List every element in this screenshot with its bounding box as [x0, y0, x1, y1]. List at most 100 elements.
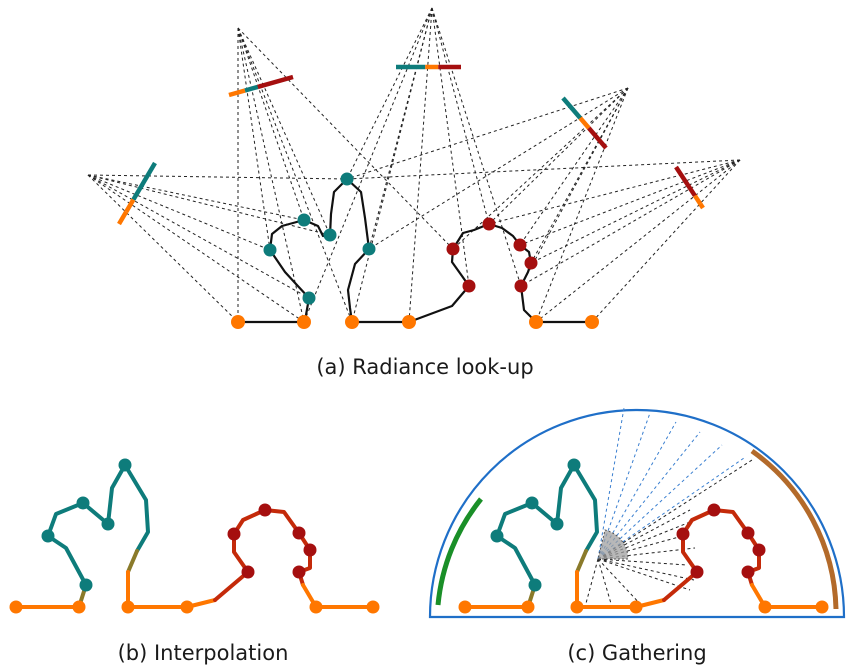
point-orange	[121, 600, 135, 614]
gathered-curve	[463, 463, 824, 609]
c-base-middle	[575, 570, 666, 609]
point-orange	[309, 600, 323, 614]
ray-camera-top-o4	[408, 7, 433, 323]
point-teal	[550, 517, 564, 531]
ray-camera-right-o5	[535, 159, 741, 323]
c-blend-mid	[575, 549, 588, 574]
ray-camera-left-t2	[87, 174, 271, 251]
sample-points	[231, 172, 599, 329]
geometry-polyline	[236, 177, 594, 324]
panel-radiance-lookup	[87, 7, 741, 329]
gather-ray-2	[597, 521, 691, 560]
point-teal	[41, 529, 55, 543]
point-teal	[297, 213, 311, 227]
ray-camera-top-left-r2	[237, 27, 454, 250]
point-orange	[402, 315, 416, 329]
point-red	[303, 543, 317, 557]
ray-camera-top-right-t5	[346, 87, 629, 180]
ray-camera-top-right-r3	[488, 87, 629, 225]
ray-camera-top-left-t4	[237, 27, 331, 236]
ray-camera-top-r3	[431, 7, 490, 225]
ray-camera-top-right-t6	[368, 87, 629, 250]
b-teal-segment	[46, 463, 150, 587]
ray-camera-right-r3	[488, 159, 741, 225]
ray-camera-top-r1	[431, 7, 470, 287]
point-orange	[521, 600, 535, 614]
point-red	[241, 565, 255, 579]
point-red	[292, 526, 306, 540]
point-teal	[101, 517, 115, 531]
camera-top-right-bar-b	[578, 116, 591, 130]
point-orange	[629, 600, 643, 614]
camera-left-bar-a	[131, 161, 157, 201]
ray-camera-top-right-r4	[519, 87, 629, 246]
ray-camera-top-r6	[431, 7, 522, 287]
point-red	[227, 527, 241, 541]
b-red-segment	[213, 508, 312, 602]
point-orange	[297, 315, 311, 329]
interpolated-curve	[14, 463, 375, 609]
point-teal	[340, 172, 354, 186]
ray-camera-top-left-o2	[237, 27, 305, 323]
point-red	[752, 543, 766, 557]
point-orange	[758, 600, 772, 614]
caption-gathering: (c) Gathering	[567, 641, 706, 665]
point-teal	[76, 496, 90, 510]
b-blend-mid	[126, 549, 139, 574]
gather-ray-6	[597, 558, 695, 581]
ray-camera-top-left-o3	[237, 27, 353, 323]
point-orange	[72, 600, 86, 614]
point-red	[741, 526, 755, 540]
point-teal	[528, 578, 542, 592]
panel-interpolation	[9, 458, 380, 614]
point-red	[446, 242, 460, 256]
camera-top-left-bar-b	[244, 84, 259, 93]
hemisphere-outline	[428, 408, 846, 619]
ray-camera-top-left-t3	[237, 27, 305, 221]
panel-gathering	[428, 407, 846, 619]
sample-points	[9, 458, 380, 614]
point-teal	[118, 458, 132, 472]
environment-arc-green	[435, 497, 483, 606]
ray-camera-top-left-t2	[237, 27, 271, 251]
point-red	[258, 503, 272, 517]
point-orange	[231, 315, 245, 329]
point-orange	[345, 315, 359, 329]
point-red	[514, 279, 528, 293]
point-red	[482, 217, 496, 231]
environment-arc-brown	[750, 448, 839, 610]
camera-top-left-bar-c	[257, 74, 294, 90]
gather-ray-1	[597, 509, 691, 560]
point-teal	[567, 458, 581, 472]
camera-right-bar-c	[698, 202, 705, 210]
point-teal	[525, 496, 539, 510]
point-orange	[9, 600, 23, 614]
sample-points	[458, 458, 829, 614]
point-teal	[490, 529, 504, 543]
escaping-ray-4	[597, 444, 723, 560]
point-orange	[180, 600, 194, 614]
dashed-rays	[87, 7, 741, 323]
point-red	[707, 503, 721, 517]
gather-ray-4	[597, 547, 696, 560]
ray-camera-left-t5	[87, 174, 348, 180]
camera-left-bar-c	[117, 210, 129, 226]
ray-camera-top-o2	[303, 7, 433, 323]
camera-right-bar-a	[674, 165, 697, 197]
camera-right-bar-b	[693, 194, 703, 206]
c-red-segment	[662, 508, 761, 602]
ray-camera-left-t1	[87, 174, 310, 299]
gather-ray-10	[584, 558, 599, 608]
point-teal	[79, 578, 93, 592]
point-red	[690, 565, 704, 579]
ray-camera-left-t4	[87, 174, 331, 236]
caption-interpolation: (b) Interpolation	[118, 641, 289, 665]
point-orange	[585, 315, 599, 329]
caption-radiance-lookup: (a) Radiance look-up	[316, 355, 533, 379]
c-teal-segment	[495, 463, 599, 587]
b-base-middle	[126, 570, 217, 609]
ray-camera-right-r6	[520, 159, 741, 287]
geometry-curve	[236, 177, 594, 324]
camera-top-right-bar-a	[561, 96, 582, 120]
